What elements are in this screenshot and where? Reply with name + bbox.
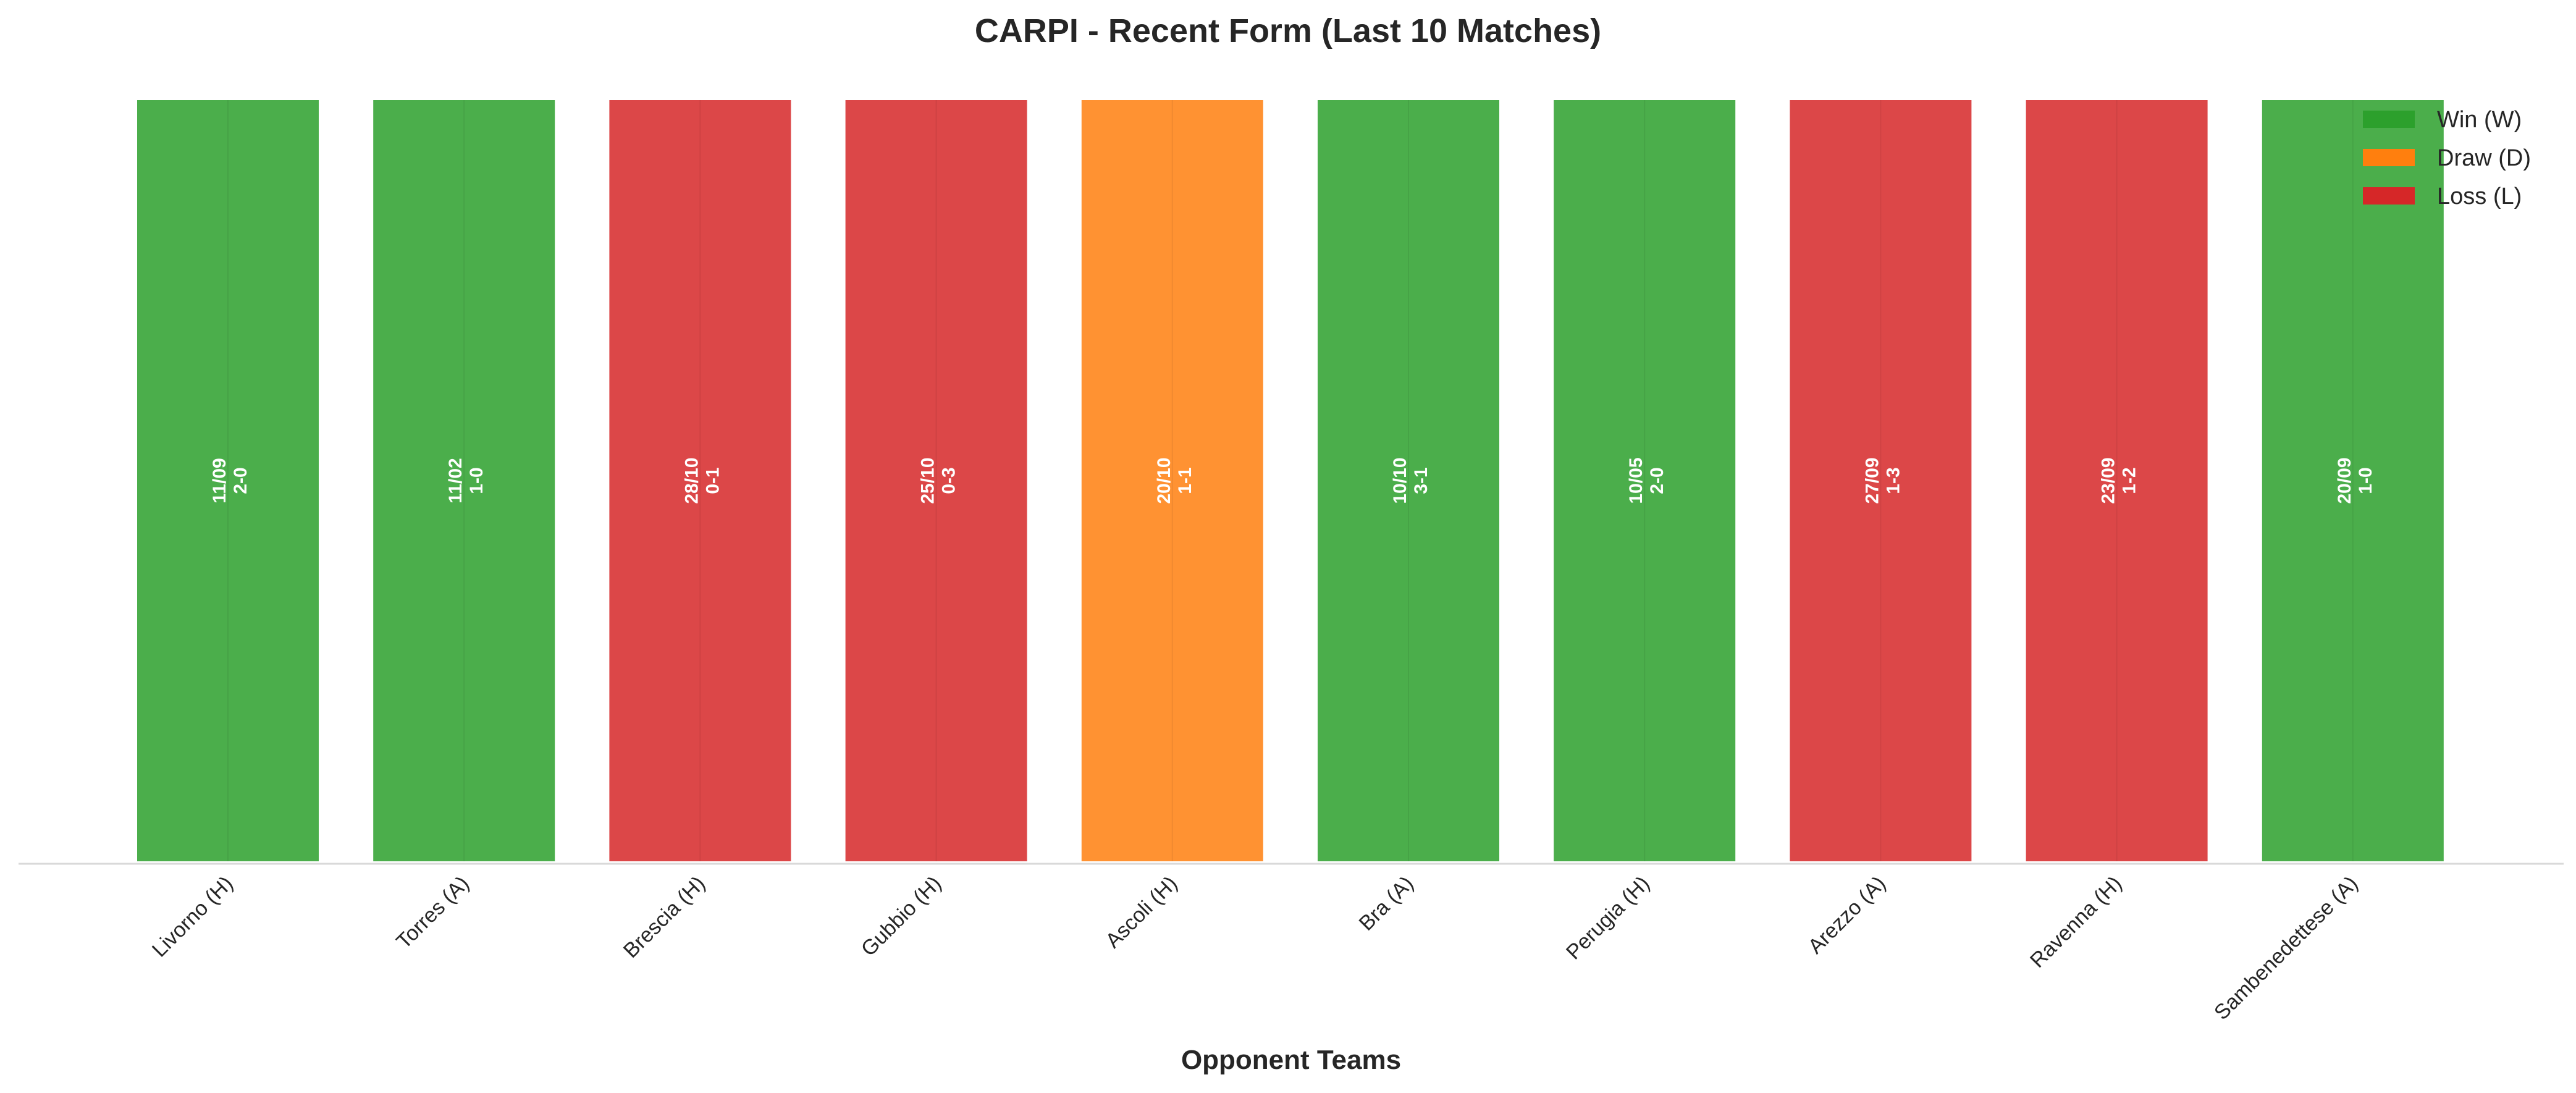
bar-livorno [135,98,321,864]
x-tick-label: Torres (A) [392,872,473,953]
bar-label: 23/091-2 [2098,457,2140,504]
bar-date-label: 20/10 [1154,457,1174,504]
x-tick-label: Arezzo (A) [1804,872,1890,958]
bar-date-label: 10/10 [1390,457,1410,504]
bar-score-label: 1-2 [2119,467,2140,494]
bar-date-label: 28/10 [681,457,702,504]
bar-label: 20/091-0 [2334,457,2376,504]
legend-swatch-l [2363,187,2415,205]
bar-date-label: 23/09 [2098,457,2119,504]
bar-label: 27/091-3 [1862,457,1903,504]
bar-label: 10/052-0 [1626,457,1667,504]
bar-bra [1315,98,1502,864]
bar-date-label: 25/10 [918,457,938,504]
bar-score-label: 0-3 [939,467,959,494]
legend: Win (W) Draw (D) Loss (L) [2363,107,2531,209]
bar-date-label: 20/09 [2334,457,2355,504]
x-tick-labels: Livorno (H) Torres (A) Brescia (H) Gubbio (… [148,872,2363,1024]
legend-label-l: Loss (L) [2437,184,2522,209]
legend-label-d: Draw (D) [2437,145,2531,171]
bar-brescia [607,98,794,864]
x-tick-label: Brescia (H) [619,872,710,963]
bar-label: 10/103-1 [1390,457,1431,504]
legend-swatch-d [2363,149,2415,166]
bar-score-label: 2-0 [1647,467,1667,494]
bar-perugia [1551,98,1738,864]
bar-label: 25/100-3 [918,457,959,504]
bar-date-label: 10/05 [1626,457,1646,504]
bar-date-label: 27/09 [1862,457,1882,504]
x-tick-label: Ascoli (H) [1101,872,1182,953]
x-tick-label: Gubbio (H) [857,872,946,961]
bar-score-label: 1-0 [2355,467,2376,494]
x-tick-label: Ravenna (H) [2026,872,2126,973]
x-tick-label: Sambenedettese (A) [2210,872,2362,1024]
legend-swatch-w [2363,111,2415,128]
bar-score-label: 1-1 [1175,467,1195,494]
bar-arezzo [1787,98,1974,864]
bars-layer: 11/092-0 11/021-0 28/100-1 25/100-3 20/101-1… [135,98,2446,864]
chart-title: CARPI - Recent Form (Last 10 Matches) [975,12,1601,49]
bar-ascoli [1079,98,1266,864]
x-tick-label: Perugia (H) [1562,872,1654,964]
bar-label: 28/100-1 [681,457,723,504]
bar-date-label: 11/09 [209,458,230,503]
x-axis-label: Opponent Teams [1181,1045,1401,1075]
bar-date-label: 11/02 [445,458,466,503]
bar-score-label: 3-1 [1411,467,1431,494]
x-tick-label: Livorno (H) [148,872,238,962]
bar-ravenna [2023,98,2210,864]
bar-label: 11/092-0 [209,458,251,503]
bar-torres [371,98,558,864]
bar-score-label: 1-0 [466,467,487,494]
bar-sambenedettese [2259,98,2446,864]
bar-label: 11/021-0 [445,458,487,503]
x-tick-label: Bra (A) [1355,872,1418,935]
bar-gubbio [843,98,1030,864]
bar-label: 20/101-1 [1154,457,1195,504]
legend-label-w: Win (W) [2437,107,2522,133]
bar-score-label: 0-1 [702,467,723,494]
bar-score-label: 1-3 [1883,467,1903,494]
bar-score-label: 2-0 [230,467,251,494]
